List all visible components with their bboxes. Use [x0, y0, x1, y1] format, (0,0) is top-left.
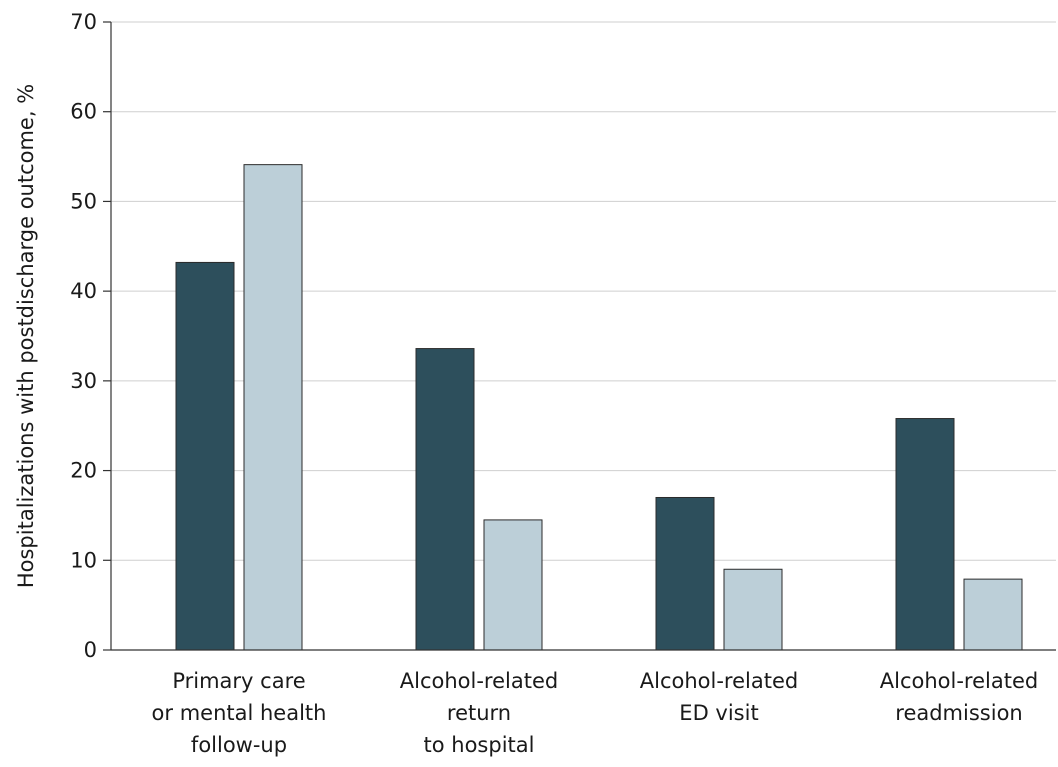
category-label: return — [447, 701, 511, 725]
bar-series-1-category-3 — [655, 496, 715, 651]
category-label: Alcohol-related — [400, 669, 558, 693]
category-labels: Primary care or mental health follow-up Alc… — [152, 669, 1039, 757]
y-axis-title: Hospitalizations with postdischarge outc… — [14, 84, 38, 588]
bar-series-1-category-4 — [895, 418, 955, 651]
y-tick-label: 30 — [70, 369, 97, 393]
category-label: readmission — [895, 701, 1022, 725]
bar-series-2-category-1 — [243, 164, 303, 651]
y-tick-label: 50 — [70, 189, 97, 213]
axes — [110, 22, 1056, 651]
y-tick-label: 70 — [70, 10, 97, 34]
bar-series-1-category-2 — [415, 348, 475, 651]
category-label: Alcohol-related — [880, 669, 1038, 693]
y-tick-label: 60 — [70, 100, 97, 124]
y-tick-label: 0 — [84, 638, 97, 662]
category-label: follow-up — [191, 733, 287, 757]
category-label: ED visit — [679, 701, 758, 725]
bar-series-2-category-3 — [723, 568, 783, 651]
category-label: to hospital — [424, 733, 535, 757]
bar-series-1-category-1 — [175, 261, 235, 651]
bar-series-2-category-4 — [963, 578, 1023, 651]
bars — [175, 164, 1023, 651]
y-tick-label: 20 — [70, 459, 97, 483]
bar-series-2-category-2 — [483, 519, 543, 651]
y-tick-labels: 0 10 20 30 40 50 60 70 — [70, 10, 111, 662]
category-label: or mental health — [152, 701, 327, 725]
category-label: Primary care — [172, 669, 305, 693]
y-tick-label: 40 — [70, 279, 97, 303]
y-tick-label: 10 — [70, 548, 97, 572]
category-label: Alcohol-related — [640, 669, 798, 693]
